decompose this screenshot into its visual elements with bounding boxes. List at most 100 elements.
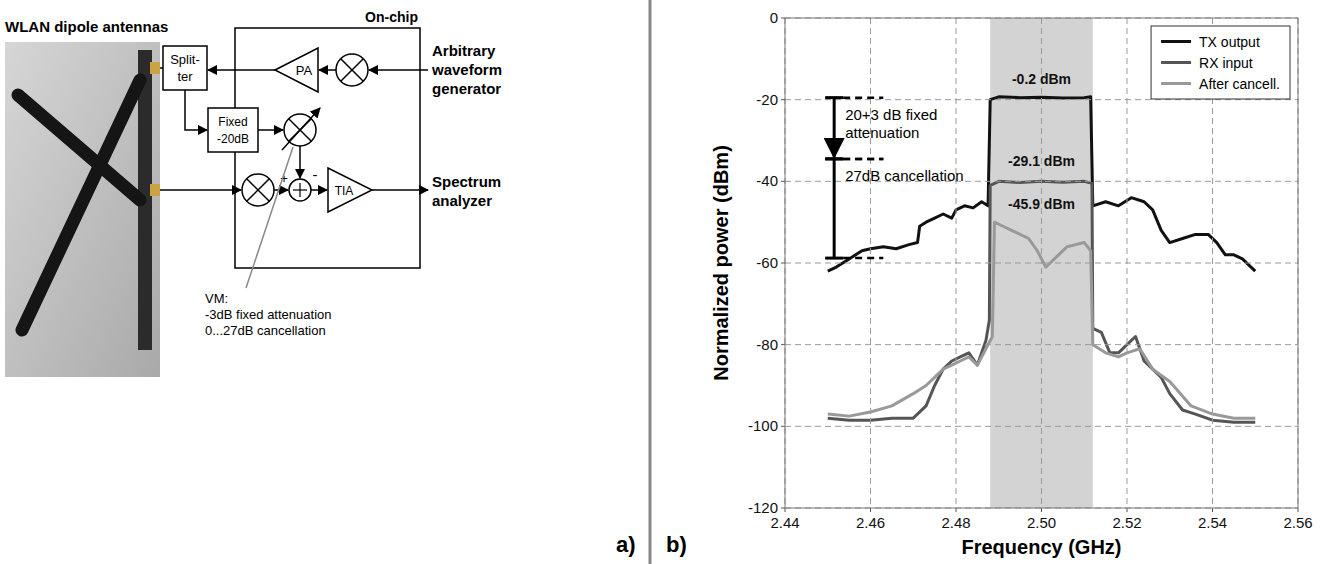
bracket-line [833, 98, 836, 157]
mixer [336, 54, 368, 86]
x-axis-title: Frequency (GHz) [961, 536, 1121, 558]
tick-mark [1041, 508, 1042, 512]
source-label: generator [432, 80, 501, 97]
x-tick-label: 2.52 [1112, 514, 1141, 531]
legend-swatch [1161, 82, 1191, 85]
grid-line [1041, 18, 1042, 508]
sum-minus: - [313, 166, 318, 183]
bracket-label-line: 27dB cancellation [845, 167, 963, 184]
wire [319, 69, 336, 71]
tick-mark [781, 99, 785, 100]
chip-box [235, 28, 420, 268]
antenna-photo [5, 42, 160, 377]
figure: WLAN dipole antennas Split-ter On-chip PA Fi… [0, 0, 1330, 564]
chip-label: On-chip [365, 9, 418, 25]
bracket-dash [843, 257, 883, 260]
y-tick-label: -120 [748, 499, 778, 516]
sink-label: Spectrum [432, 173, 501, 190]
legend-label: After cancell. [1199, 76, 1280, 92]
y-tick-label: -80 [756, 336, 778, 353]
legend-swatch [1161, 40, 1191, 43]
connector [150, 62, 160, 74]
divider [649, 0, 652, 564]
bracket-cap [825, 96, 843, 99]
legend-label: TX output [1199, 34, 1260, 50]
x-tick-label: 2.46 [856, 514, 885, 531]
bracket-dash [843, 158, 883, 161]
pa-triangle [275, 48, 318, 92]
mixer-cross [247, 179, 270, 202]
adder [289, 179, 311, 201]
mixer-cross [247, 179, 270, 202]
bracket-cap [825, 157, 843, 160]
bracket-line [833, 159, 836, 258]
tick-mark [781, 181, 785, 182]
tick-mark [781, 18, 785, 19]
sink-label: analyzer [432, 192, 492, 209]
legend-box [1151, 26, 1290, 99]
y-tick-label: -40 [756, 172, 778, 189]
source-label: waveform [431, 61, 502, 78]
bracket-cap [825, 257, 843, 260]
tia-label: TIA [335, 184, 354, 198]
bracket-label-line: 20+3 dB fixed [845, 106, 937, 123]
tick-mark [956, 508, 957, 512]
tick-mark [1127, 508, 1128, 512]
x-tick-label: 2.48 [941, 514, 970, 531]
attenuator-label: Fixed [218, 115, 247, 129]
adder-cross [299, 183, 300, 197]
splitter-box [163, 46, 207, 90]
x-tick-label: 2.50 [1027, 514, 1056, 531]
connector [150, 184, 160, 196]
splitter-label: ter [177, 69, 193, 84]
bracket-cap [825, 157, 843, 160]
grid-line [785, 426, 1298, 427]
attenuator-label: -20dB [217, 132, 249, 146]
mixer-cross [341, 59, 364, 82]
wire [258, 129, 283, 131]
tick-mark [1212, 508, 1213, 512]
panel-label: a) [616, 532, 636, 557]
vm-note: 0...27dB cancellation [205, 323, 326, 338]
photo-title: WLAN dipole antennas [5, 18, 168, 35]
annotation: -45.9 dBm [1008, 196, 1075, 212]
splitter-label: Split- [170, 52, 200, 67]
panel-label: b) [666, 532, 687, 557]
x-tick-label: 2.44 [770, 514, 799, 531]
wire [369, 69, 428, 71]
mixer-cross [341, 59, 364, 82]
annotation: -29.1 dBm [1008, 153, 1075, 169]
wire [311, 189, 327, 191]
wire [160, 189, 241, 191]
vm-tune-arrow [282, 108, 320, 150]
wire [208, 69, 275, 71]
grid-line [785, 344, 1298, 345]
tick-mark [781, 508, 785, 509]
y-tick-label: -60 [756, 254, 778, 271]
vm-leader [246, 147, 293, 288]
tick-mark [781, 344, 785, 345]
source-label: Arbitrary [432, 42, 496, 59]
antenna [22, 80, 140, 330]
grid-line [785, 263, 1298, 264]
bracket-dash [843, 96, 883, 99]
wire [299, 146, 301, 178]
panel-a: WLAN dipole antennas Split-ter On-chip PA Fi… [5, 9, 636, 557]
legend-label: RX input [1199, 55, 1253, 71]
mixer [242, 174, 274, 206]
pa-label: PA [296, 63, 313, 78]
tick-mark [781, 426, 785, 427]
y-tick-label: 0 [770, 9, 778, 26]
annotation: -0.2 dBm [1012, 71, 1071, 87]
bracket-label: 20+3 dB fixedattenuation [845, 106, 937, 141]
tick-mark [785, 508, 786, 512]
x-tick-label: 2.56 [1283, 514, 1312, 531]
y-axis-title: Normalized power (dBm) [710, 145, 732, 381]
vm-note: -3dB fixed attenuation [205, 307, 331, 322]
wire [274, 189, 288, 191]
tia-triangle [328, 168, 372, 212]
panel-b: 2.442.462.482.502.522.542.56-120-100-80-… [666, 9, 1313, 558]
wire [185, 90, 207, 130]
tick-mark [870, 508, 871, 512]
legend-swatch [1161, 61, 1191, 64]
